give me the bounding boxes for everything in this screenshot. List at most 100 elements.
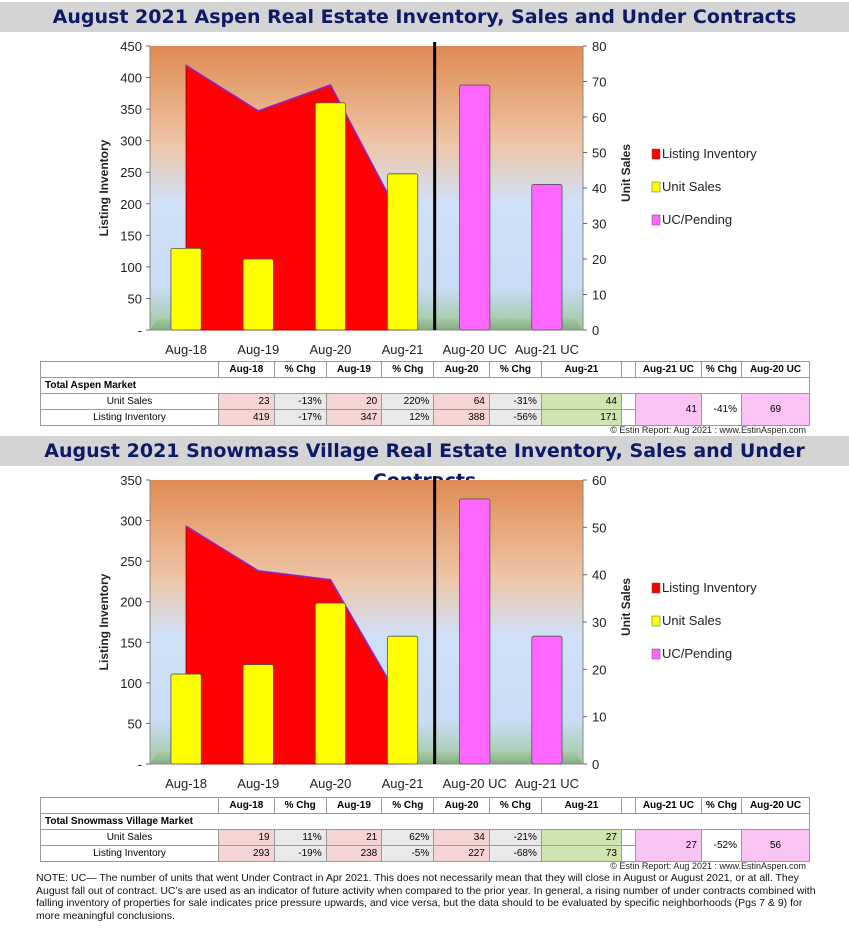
y-tick-label: -: [138, 757, 142, 772]
inventory-line: [185, 64, 404, 223]
table-cell: 388: [433, 409, 490, 426]
unit-sales-bar: [170, 673, 202, 765]
y-tick-label: 150: [120, 635, 142, 650]
y2-tick-label: 20: [592, 252, 606, 267]
x-tick-label: Aug-21: [382, 342, 424, 357]
y-tick-label: 100: [120, 676, 142, 691]
stats-table-snowmass: Aug-18 % Chg Aug-19 % Chg Aug-20 % Chg A…: [40, 797, 810, 862]
header-cell: % Chg: [488, 797, 542, 814]
row-label: Unit Sales: [40, 829, 219, 846]
table-cell: 220%: [381, 393, 435, 410]
header-cell: Aug-21 UC: [634, 361, 702, 378]
unit-sales-bar: [314, 102, 346, 331]
table-cell: -17%: [273, 409, 327, 426]
table-header-row: Aug-18 % Chg Aug-19 % Chg Aug-20 % Chg A…: [40, 797, 810, 814]
x-tick-label: Aug-21 UC: [515, 342, 579, 357]
header-cell: Aug-20: [433, 797, 490, 814]
table-cell: [620, 409, 636, 426]
y2-axis-title: Unit Sales: [619, 144, 633, 202]
table-cell: 62%: [381, 829, 435, 846]
x-tick-label: Aug-19: [237, 342, 279, 357]
row-label: Listing Inventory: [40, 845, 219, 862]
y-tick-label: 300: [120, 514, 142, 529]
header-cell: % Chg: [381, 361, 435, 378]
y2-tick-label: 50: [592, 520, 606, 535]
credit-line: © Estin Report: Aug 2021 : www.EstinAspe…: [610, 425, 806, 435]
legend-swatch: [651, 148, 661, 160]
y-tick-label: 150: [120, 228, 142, 243]
header-cell: Aug-18: [218, 797, 275, 814]
table-cell: 12%: [381, 409, 435, 426]
table-cell: 27: [540, 829, 622, 846]
table-cell: 19: [218, 829, 275, 846]
y2-tick-label: 70: [592, 75, 606, 90]
legend-label: Unit Sales: [662, 179, 722, 194]
unit-sales-bar: [387, 173, 419, 331]
y-tick-label: 300: [120, 134, 142, 149]
y2-tick-label: 30: [592, 615, 606, 630]
uc-pending-bar: [531, 635, 563, 765]
header-cell: [620, 797, 636, 814]
y-tick-label: 100: [120, 260, 142, 275]
table-cell: 21: [325, 829, 383, 846]
table-cell: 20: [325, 393, 383, 410]
header-cell: Aug-20: [433, 361, 490, 378]
stats-table-aspen: Aug-18 % Chg Aug-19 % Chg Aug-20 % Chg A…: [40, 361, 810, 426]
x-tick-label: Aug-20: [309, 776, 351, 791]
table-cell: [620, 845, 636, 862]
table-cell: -31%: [488, 393, 542, 410]
y-tick-label: -: [138, 323, 142, 338]
header-cell: Aug-20 UC: [741, 797, 810, 814]
table-row: Listing Inventory 293 -19% 238 -5% 227 -…: [40, 845, 810, 862]
table-cell: 11%: [273, 829, 327, 846]
footnote: NOTE: UC— The number of units that went …: [36, 872, 816, 922]
header-cell: Aug-21 UC: [634, 797, 702, 814]
table-cell: [620, 393, 636, 410]
x-tick-label: Aug-18: [165, 776, 207, 791]
header-cell: % Chg: [381, 797, 435, 814]
y2-tick-label: 50: [592, 146, 606, 161]
x-tick-label: Aug-20 UC: [443, 342, 507, 357]
legend-swatch: [651, 582, 661, 594]
y2-tick-label: 60: [592, 110, 606, 125]
y-tick-label: 200: [120, 595, 142, 610]
table-row: Listing Inventory 419 -17% 347 12% 388 -…: [40, 409, 810, 426]
header-cell: % Chg: [273, 361, 327, 378]
header-cell: % Chg: [700, 797, 743, 814]
legend-swatch: [651, 214, 661, 226]
x-tick-label: Aug-20: [309, 342, 351, 357]
table-cell: 44: [540, 393, 622, 410]
table-cell: -19%: [273, 845, 327, 862]
unit-sales-bar: [387, 635, 419, 765]
legend-label: Listing Inventory: [662, 146, 757, 161]
table-cell: 171: [540, 409, 622, 426]
unit-sales-bar: [314, 602, 346, 765]
chart-aspen: - 50 100 150 200 250 300 350 400 450 0 10 20 30 40 50 60…: [97, 39, 757, 357]
uc-pending-bar: [459, 498, 491, 765]
y-axis-title: Listing Inventory: [97, 139, 111, 236]
table-row: Unit Sales 23 -13% 20 220% 64 -31% 44 41…: [40, 393, 810, 426]
table-cell: 227: [433, 845, 490, 862]
legend-swatch: [651, 615, 661, 627]
table-cell: 73: [540, 845, 622, 862]
legend-label: Unit Sales: [662, 613, 722, 628]
row-label: Unit Sales: [40, 393, 219, 410]
uc-pending-bar: [531, 184, 563, 331]
row-label: Listing Inventory: [40, 409, 219, 426]
y-tick-label: 200: [120, 197, 142, 212]
x-tick-label: Aug-21 UC: [515, 776, 579, 791]
uc-pending-bar: [459, 84, 491, 331]
table-cell: 41: [634, 393, 702, 426]
table-cell: -21%: [488, 829, 542, 846]
chart-title-aspen: August 2021 Aspen Real Estate Inventory,…: [0, 2, 849, 32]
y2-tick-label: 80: [592, 39, 606, 54]
y2-tick-label: 40: [592, 568, 606, 583]
table-cell: -13%: [273, 393, 327, 410]
y-tick-label: 350: [120, 102, 142, 117]
y-tick-label: 350: [120, 473, 142, 488]
y-tick-label: 400: [120, 71, 142, 86]
legend-label: Listing Inventory: [662, 580, 757, 595]
header-cell: [620, 361, 636, 378]
table-cell: -56%: [488, 409, 542, 426]
credit-line: © Estin Report: Aug 2021 : www.EstinAspe…: [610, 861, 806, 871]
